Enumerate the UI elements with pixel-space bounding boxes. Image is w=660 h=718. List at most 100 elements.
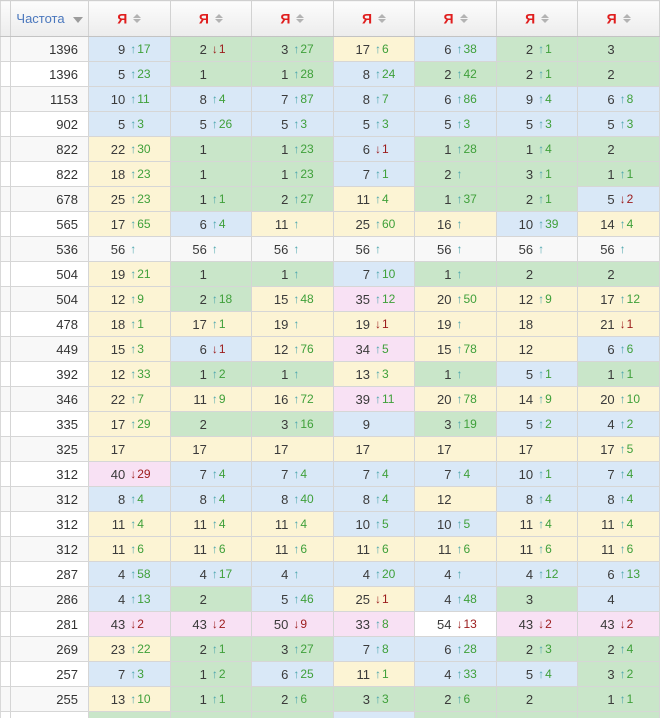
position-value: 43 <box>600 616 615 632</box>
position-change: ↑4 <box>533 517 577 531</box>
up-arrow-icon: ↑ <box>211 667 218 681</box>
change-amount: 6 <box>300 542 308 556</box>
up-arrow-icon: ↑ <box>456 67 463 81</box>
position-change: ↑4 <box>533 667 577 681</box>
position-cell: 25 ↑60 <box>333 211 416 237</box>
position-change: ↑6 <box>370 42 414 56</box>
row-gutter <box>0 436 11 462</box>
position-value: 1 <box>281 66 289 82</box>
yandex-logo-letter: Я <box>361 10 372 27</box>
position-cell: 11 ↑6 <box>170 536 253 562</box>
position-change: ↑28 <box>452 642 496 656</box>
column-header-yandex-7[interactable]: Я <box>577 0 660 37</box>
position-change: ↑5 <box>615 442 659 456</box>
position-value: 11 <box>193 391 207 407</box>
position-cell: 16 ↑ <box>414 211 497 237</box>
position-cell: 11 ↑4 <box>577 511 660 537</box>
position-cell <box>170 711 253 718</box>
column-header-frequency[interactable]: Частота <box>10 0 89 37</box>
position-value: 2 <box>199 641 207 657</box>
change-amount: 1 <box>218 342 226 356</box>
table-row: 257 7 ↑3 1 ↑2 6 ↑25 11 ↑1 4 ↑33 5 ↑4 3 ↑2 <box>0 661 660 687</box>
change-amount: 7 <box>381 92 389 106</box>
down-arrow-icon: ↓ <box>619 192 626 206</box>
change-amount: 4 <box>137 492 144 506</box>
change-amount: 78 <box>463 392 477 406</box>
position-cell: 2 ↓1 <box>170 36 253 62</box>
up-arrow-icon: ↑ <box>130 567 137 581</box>
position-value: 7 <box>281 466 289 482</box>
column-header-yandex-6[interactable]: Я <box>496 0 579 37</box>
table-row: 255 13 ↑10 1 ↑1 2 ↑6 3 ↑3 2 ↑6 2 1 ↑1 <box>0 686 660 712</box>
sort-icon <box>214 14 223 24</box>
change-amount: 4 <box>545 142 552 156</box>
position-cell: 12 ↑9 <box>496 286 579 312</box>
position-change: ↑6 <box>533 542 577 556</box>
frequency-cell: 312 <box>10 511 89 537</box>
position-cell: 1 ↑28 <box>251 61 334 87</box>
up-arrow-icon: ↑ <box>293 142 300 156</box>
position-value: 20 <box>437 391 452 407</box>
up-arrow-icon: ↑ <box>456 217 463 231</box>
up-arrow-icon: ↑ <box>619 667 626 681</box>
position-change: ↑13 <box>125 592 169 606</box>
row-gutter <box>0 161 11 187</box>
position-cell: 12 ↑76 <box>251 336 334 362</box>
position-change: ↑4 <box>370 492 414 506</box>
position-value: 4 <box>444 591 452 607</box>
position-value: 9 <box>525 91 534 107</box>
down-arrow-icon: ↓ <box>374 592 381 606</box>
change-amount: 3 <box>381 117 389 131</box>
position-change: ↑1 <box>207 642 251 656</box>
position-change: ↑42 <box>452 67 496 81</box>
position-value: 1 <box>199 141 207 157</box>
change-amount: 24 <box>381 67 396 81</box>
position-value: 1 <box>444 366 452 382</box>
change-amount: 76 <box>300 342 314 356</box>
position-value: 33 <box>355 616 370 632</box>
change-amount: 4 <box>626 492 634 506</box>
change-amount: 11 <box>137 92 150 106</box>
position-change: ↑ <box>452 217 496 231</box>
column-header-yandex-4[interactable]: Я <box>333 0 416 37</box>
column-header-yandex-5[interactable]: Я <box>414 0 497 37</box>
up-arrow-icon: ↑ <box>293 642 300 656</box>
position-cell: 1 ↑37 <box>414 186 497 212</box>
position-value: 1 <box>199 666 207 682</box>
change-amount: 3 <box>545 642 552 656</box>
yandex-logo-letter: Я <box>280 10 291 27</box>
up-arrow-icon: ↑ <box>130 367 137 381</box>
row-gutter <box>0 486 11 512</box>
up-arrow-icon: ↑ <box>456 167 463 181</box>
change-amount: 46 <box>300 592 314 606</box>
up-arrow-icon: ↑ <box>211 642 218 656</box>
table-row: 286 4 ↑13 2 5 ↑46 25 ↓1 4 ↑48 3 4 <box>0 586 660 612</box>
change-amount: 4 <box>626 517 634 531</box>
up-arrow-icon: ↑ <box>211 217 218 231</box>
position-cell: 11 ↑4 <box>88 511 171 537</box>
column-header-yandex-3[interactable]: Я <box>251 0 334 37</box>
frequency-cell: 392 <box>10 361 89 387</box>
up-arrow-icon: ↑ <box>211 92 218 106</box>
position-change: ↑6 <box>288 542 332 556</box>
up-arrow-icon: ↑ <box>538 167 545 181</box>
up-arrow-icon: ↑ <box>130 667 137 681</box>
table-row: 822 18 ↑23 1 1 ↑23 7 ↑1 2 ↑ 3 ↑1 1 ↑1 <box>0 161 660 187</box>
row-gutter <box>0 211 11 237</box>
up-arrow-icon: ↑ <box>456 117 463 131</box>
position-change: ↓1 <box>615 317 659 331</box>
position-value: 5 <box>444 116 452 132</box>
up-arrow-icon: ↑ <box>538 542 545 556</box>
position-cell: 21 ↓1 <box>577 311 660 337</box>
down-arrow-icon: ↓ <box>211 617 218 631</box>
position-change: ↑19 <box>452 417 496 431</box>
up-arrow-icon: ↑ <box>538 392 545 406</box>
up-arrow-icon: ↑ <box>374 117 381 131</box>
position-value: 2 <box>607 141 615 157</box>
position-cell: 19 ↑ <box>414 311 497 337</box>
position-cell: 5 ↑3 <box>251 111 334 137</box>
column-header-yandex-1[interactable]: Я <box>88 0 171 37</box>
column-header-yandex-2[interactable]: Я <box>170 0 253 37</box>
position-cell: 9 <box>333 411 416 437</box>
position-cell: 4 ↑13 <box>88 586 171 612</box>
